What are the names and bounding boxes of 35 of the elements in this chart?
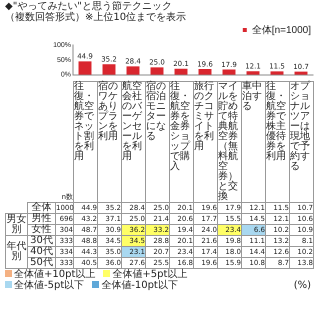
x-tick-label: 航空会社のバーゲンセールを利用 xyxy=(122,81,146,202)
text: 全体値+5pt以上 xyxy=(111,269,188,280)
x-tick-label: 車中泊する xyxy=(242,81,266,202)
text: 全体値+10pt以上 xyxy=(13,269,96,280)
text: 全体値-10pt以下 xyxy=(100,280,178,291)
bar xyxy=(246,71,260,75)
bar xyxy=(198,68,212,75)
y-tick-label: 男性 xyxy=(28,213,56,224)
x-tick-label: 往復・航空券で株主優待券を利用 xyxy=(266,81,290,202)
text: 男女別 xyxy=(6,214,28,236)
category-label: 往復・航空券を金券ショップで購入 xyxy=(170,81,190,172)
y-tick-label: 40代 xyxy=(28,246,56,258)
bar xyxy=(150,67,164,75)
text: (%) xyxy=(294,280,311,291)
y-tick-label: 全体 xyxy=(28,202,56,214)
bar xyxy=(102,64,116,75)
y-tick-label: 女性 xyxy=(28,224,56,236)
chart-subtitle: （複数回答形式）※上位10位までを表示 xyxy=(5,12,188,23)
x-tick-label: 宿の宿泊モニターになる xyxy=(146,81,170,202)
bar xyxy=(222,69,236,75)
category-label: マイルを貯めて特典航空券（無料航空券）と交換 xyxy=(218,81,238,202)
bar xyxy=(78,61,92,75)
x-tick-label: 旅行のクチコミサイトを利用 xyxy=(194,81,218,202)
x-tick-label: 往復・航空券でネット割を利用 xyxy=(74,81,98,202)
bar xyxy=(126,66,140,75)
y-tick-label: 50代 xyxy=(28,257,56,268)
bar xyxy=(174,68,188,75)
bar xyxy=(294,72,308,75)
chart-title: ◆"やってみたい"と思う節テクニック xyxy=(5,1,172,12)
text: 年代別 xyxy=(6,236,28,268)
x-tick-label: 宿のワケありプランを利用 xyxy=(98,81,122,202)
legend-label: 全体[n=1000] xyxy=(252,24,312,36)
category-label: オプショナルツアーは現地で予約する xyxy=(290,81,310,172)
y-tick-label: 30代 xyxy=(28,235,56,246)
text: 全体値-5pt以下 xyxy=(13,280,84,291)
